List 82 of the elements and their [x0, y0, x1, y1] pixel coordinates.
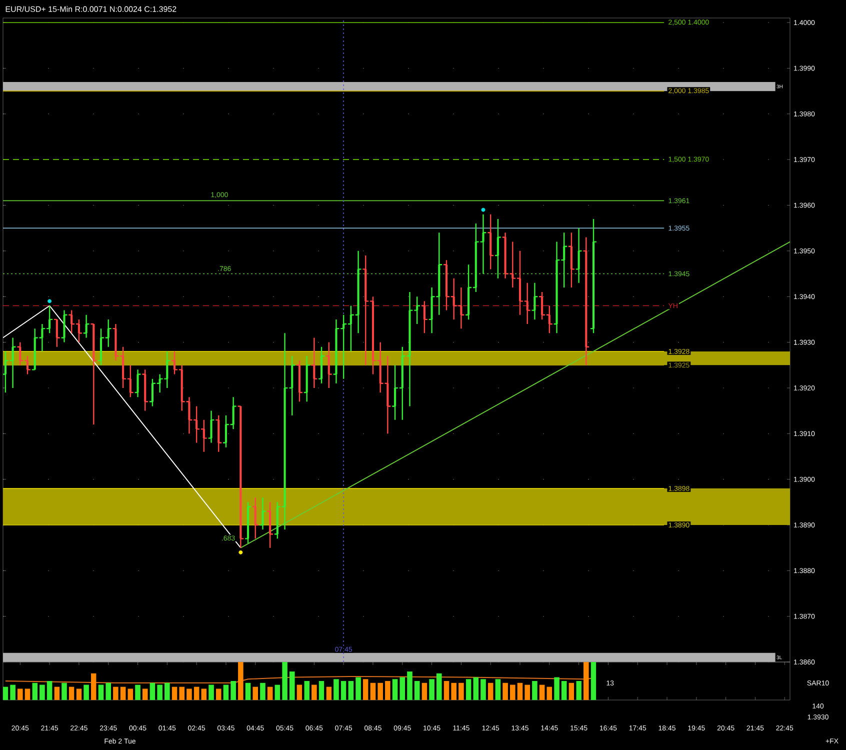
- bar: [444, 681, 450, 700]
- bar: [480, 679, 486, 700]
- bar: [91, 673, 96, 700]
- bar: [576, 681, 582, 700]
- bar: [554, 677, 560, 700]
- bar: [458, 682, 464, 700]
- bar: [584, 662, 589, 700]
- bar: [348, 681, 354, 700]
- bar: [539, 684, 545, 700]
- bar: [252, 686, 258, 700]
- bar: [407, 672, 412, 700]
- bar: [106, 682, 112, 700]
- bar: [76, 688, 82, 700]
- bar: [40, 684, 45, 700]
- bar: [150, 682, 156, 700]
- bar: [179, 686, 185, 700]
- bar: [62, 682, 67, 700]
- bar: [502, 682, 508, 700]
- bar: [296, 684, 302, 700]
- bar: [223, 684, 229, 700]
- bar: [24, 688, 30, 700]
- bar: [414, 681, 420, 700]
- bar: [318, 681, 324, 700]
- bar: [194, 686, 200, 700]
- bar: [385, 681, 390, 700]
- bar: [473, 677, 479, 700]
- bar: [128, 688, 134, 700]
- bar: [267, 686, 273, 700]
- bar: [378, 682, 383, 700]
- bar: [68, 686, 74, 700]
- bar: [568, 682, 574, 700]
- bar: [172, 686, 178, 700]
- bar: [429, 679, 434, 700]
- bar: [282, 662, 288, 700]
- bar: [524, 684, 530, 700]
- bar: [488, 682, 494, 700]
- bar: [289, 672, 295, 700]
- bar: [422, 682, 428, 700]
- bar: [3, 686, 8, 700]
- bar: [46, 681, 52, 700]
- chart-title: EUR/USD+ 15-Min R:0.0071 N:0.0024 C:1.3952: [6, 6, 176, 12]
- bar: [392, 679, 398, 700]
- bar: [274, 684, 280, 700]
- bar: [157, 684, 162, 700]
- bar: [532, 681, 538, 700]
- bar: [561, 681, 567, 700]
- bar: [113, 686, 118, 700]
- bar: [98, 684, 104, 700]
- bar: [590, 662, 596, 700]
- bar: [238, 662, 244, 700]
- bar: [164, 682, 170, 700]
- bar: [245, 682, 251, 700]
- bar: [334, 679, 339, 700]
- bar: [186, 688, 192, 700]
- bar: [312, 684, 317, 700]
- bar: [54, 686, 60, 700]
- bar: [135, 684, 140, 700]
- bar: [304, 681, 310, 700]
- bar: [356, 677, 361, 700]
- bar: [495, 679, 501, 700]
- bar: [201, 688, 207, 700]
- bar: [84, 684, 89, 700]
- bar: [400, 677, 406, 700]
- bar: [451, 682, 456, 700]
- bar: [546, 686, 552, 700]
- bar: [517, 682, 523, 700]
- bar: [216, 688, 222, 700]
- bar: [436, 673, 442, 700]
- bar: [362, 679, 368, 700]
- bar: [18, 688, 23, 700]
- bar: [32, 682, 38, 700]
- bar: [326, 686, 332, 700]
- bar: [260, 682, 266, 700]
- bar: [120, 686, 126, 700]
- bar: [340, 681, 346, 700]
- bar: [208, 684, 214, 700]
- bar: [10, 684, 16, 700]
- bar: [230, 681, 236, 700]
- bar: [142, 688, 148, 700]
- bar: [510, 684, 516, 700]
- bar: [370, 682, 376, 700]
- bar: [466, 679, 472, 700]
